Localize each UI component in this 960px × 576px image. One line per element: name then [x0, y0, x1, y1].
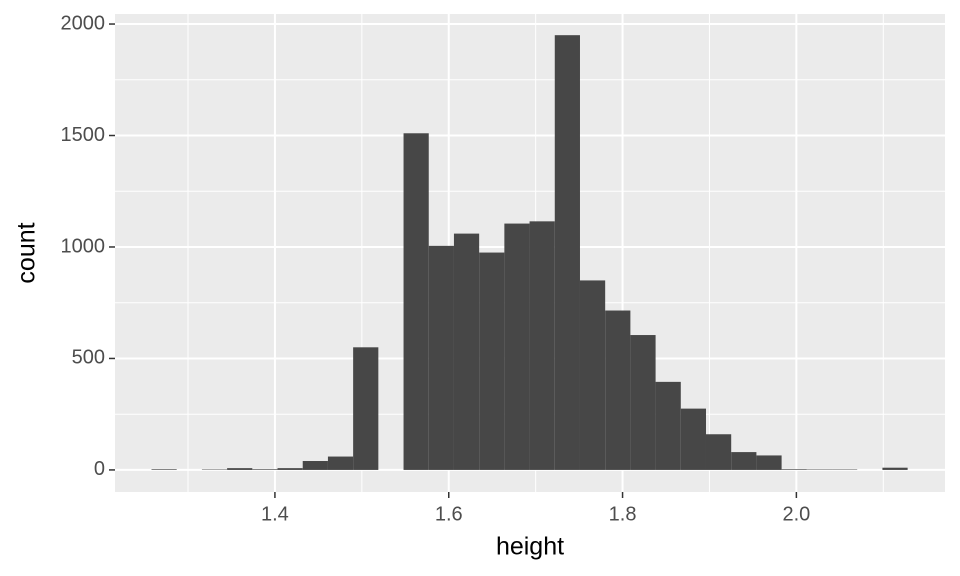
- bar: [705, 434, 732, 470]
- bar: [353, 347, 379, 470]
- y-tick-label: 1500: [61, 124, 106, 146]
- bar: [403, 133, 429, 470]
- bar: [655, 381, 681, 470]
- y-tick-label: 2000: [61, 12, 106, 34]
- bar: [428, 245, 454, 470]
- y-axis-title: count: [13, 222, 41, 283]
- bar: [277, 468, 303, 470]
- bar: [756, 455, 782, 470]
- bar: [302, 461, 328, 470]
- bar: [630, 335, 656, 470]
- bar: [605, 310, 631, 470]
- x-tick-label: 2.0: [782, 503, 810, 525]
- x-tick-label: 1.8: [609, 503, 637, 525]
- bar: [579, 280, 606, 470]
- bar: [227, 468, 253, 470]
- bar: [453, 233, 480, 470]
- bar: [504, 223, 530, 470]
- bar: [554, 35, 580, 470]
- bar: [151, 469, 177, 470]
- bar: [781, 469, 807, 470]
- bar: [731, 452, 757, 470]
- y-tick-label: 1000: [61, 235, 106, 257]
- bar: [252, 469, 278, 470]
- x-tick-label: 1.4: [261, 503, 289, 525]
- bar: [529, 221, 555, 470]
- x-tick-label: 1.6: [435, 503, 463, 525]
- y-tick-label: 0: [94, 458, 105, 480]
- bar: [479, 252, 505, 470]
- y-tick-label: 500: [72, 347, 105, 369]
- bar: [882, 467, 908, 470]
- bar: [680, 408, 706, 470]
- bar: [327, 456, 354, 470]
- x-axis-title: height: [496, 533, 564, 561]
